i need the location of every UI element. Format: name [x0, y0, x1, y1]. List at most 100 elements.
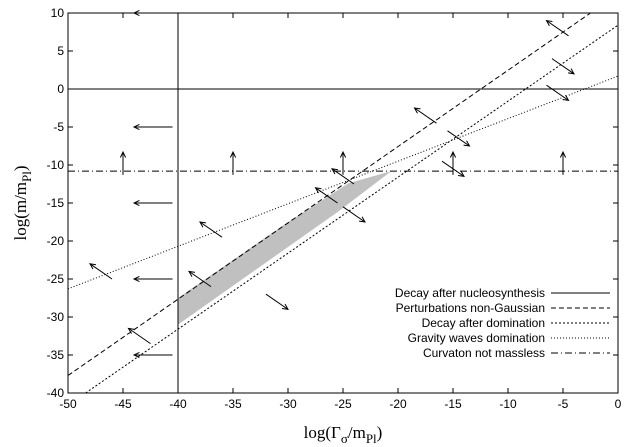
arrow-head — [331, 168, 339, 175]
constraint-arrow — [119, 150, 127, 175]
constraint-arrow — [551, 58, 575, 75]
tick-layer: -50 -45 -40 -35 -30 -25 -20 -15 -10 -5 0-40-35-30-… — [47, 6, 622, 411]
y-tick-label: -30 — [47, 310, 65, 324]
y-tick-label: -10 — [47, 158, 65, 172]
x-axis-title: log(Γσ/mPl) — [304, 423, 383, 446]
arrow-head — [463, 140, 471, 147]
legend-entry: Perturbations non-Gaussian — [396, 301, 610, 315]
arrow-shaft — [331, 168, 355, 185]
constraint-arrow — [132, 351, 173, 359]
constraint-arrow — [339, 150, 347, 175]
constraint-arrow — [188, 270, 212, 288]
arrow-head — [132, 123, 140, 131]
legend-entry: Decay after nucleosynthesis — [395, 286, 610, 300]
shaded-region-layer — [178, 171, 392, 325]
x-tick-label: -30 — [279, 397, 297, 411]
y-axis-title: log(m/mPl) — [11, 165, 34, 240]
arrow-head — [119, 150, 127, 158]
constraint-arrow — [132, 123, 173, 131]
constraint-arrow — [559, 150, 567, 175]
x-tick-label: -5 — [558, 397, 569, 411]
constraint-arrow — [441, 160, 465, 178]
x-tick-label: -45 — [114, 397, 132, 411]
constraint-arrow — [545, 19, 569, 37]
arrow-head — [132, 199, 140, 207]
legend-label: Curvaton not massless — [423, 346, 545, 360]
y-tick-label: -35 — [47, 348, 65, 362]
arrow-shaft — [546, 20, 569, 37]
arrow-layer — [89, 9, 575, 359]
series-line-1-0 — [68, 13, 591, 376]
arrow-shaft — [315, 187, 338, 204]
x-tick-label: -20 — [389, 397, 407, 411]
arrow-shaft — [551, 58, 575, 75]
constraint-arrow — [342, 206, 366, 223]
arrow-head — [314, 187, 322, 194]
arrow-head — [132, 351, 140, 359]
y-tick-label: -20 — [47, 234, 65, 248]
y-tick-label: -25 — [47, 272, 65, 286]
x-tick-label: -10 — [499, 397, 517, 411]
arrow-shaft — [414, 107, 437, 124]
x-tick-label: -25 — [334, 397, 352, 411]
constraint-arrow — [331, 168, 355, 185]
constraint-arrow — [413, 107, 437, 124]
arrow-shaft — [546, 84, 569, 101]
series-layer — [68, 13, 618, 393]
legend-entry: Decay after domination — [422, 316, 610, 330]
y-tick-label: 0 — [57, 82, 64, 96]
arrow-shaft — [447, 130, 470, 147]
constraint-arrow — [229, 150, 237, 175]
y-tick-label: 5 — [57, 44, 64, 58]
arrow-shaft — [188, 270, 212, 288]
arrow-shaft — [265, 293, 289, 310]
arrow-head — [457, 170, 465, 178]
constraint-arrow — [447, 130, 471, 147]
shaded-region — [178, 171, 392, 325]
y-tick-label: -15 — [47, 196, 65, 210]
constraint-arrow — [449, 150, 457, 175]
arrow-head — [89, 263, 97, 270]
x-tick-label: -35 — [224, 397, 242, 411]
arrow-head — [413, 107, 421, 114]
series-line-3-0 — [68, 75, 618, 290]
legend-entry: Gravity waves domination — [408, 331, 610, 345]
arrow-head — [132, 275, 140, 283]
arrow-head — [339, 150, 347, 158]
y-tick-label: -5 — [53, 120, 64, 134]
x-tick-label: -15 — [444, 397, 462, 411]
legend-entry: Curvaton not massless — [423, 346, 610, 360]
y-tick-label: 10 — [51, 6, 65, 20]
arrow-shaft — [128, 327, 151, 345]
y-tick-label: -40 — [47, 386, 65, 400]
x-tick-label: -50 — [59, 397, 77, 411]
x-tick-label: 0 — [615, 397, 622, 411]
arrow-shaft — [199, 221, 223, 238]
arrow-head — [562, 94, 570, 102]
legend-label: Perturbations non-Gaussian — [396, 301, 545, 315]
constraint-arrow — [546, 84, 570, 102]
constraint-arrow — [132, 199, 173, 207]
legend-label: Decay after domination — [422, 316, 545, 330]
arrow-head — [358, 216, 366, 223]
x-tick-label: -40 — [169, 397, 187, 411]
arrow-shaft — [441, 160, 465, 177]
arrow-head — [567, 68, 575, 75]
constraint-arrow — [314, 187, 338, 204]
arrow-head — [559, 150, 567, 158]
constraint-arrow — [127, 327, 151, 345]
legend-label: Gravity waves domination — [408, 331, 545, 345]
arrow-head — [449, 150, 457, 158]
arrow-head — [188, 270, 196, 277]
legend: Decay after nucleosynthesisPerturbations… — [395, 286, 610, 360]
legend-label: Decay after nucleosynthesis — [395, 286, 545, 300]
arrow-shaft — [89, 263, 113, 280]
arrow-head — [229, 150, 237, 158]
arrow-head — [199, 221, 207, 228]
arrow-head — [281, 303, 289, 311]
arrow-head — [545, 19, 553, 27]
constraint-arrow — [265, 293, 289, 311]
constraint-arrow — [89, 263, 113, 280]
arrow-shaft — [342, 206, 366, 223]
